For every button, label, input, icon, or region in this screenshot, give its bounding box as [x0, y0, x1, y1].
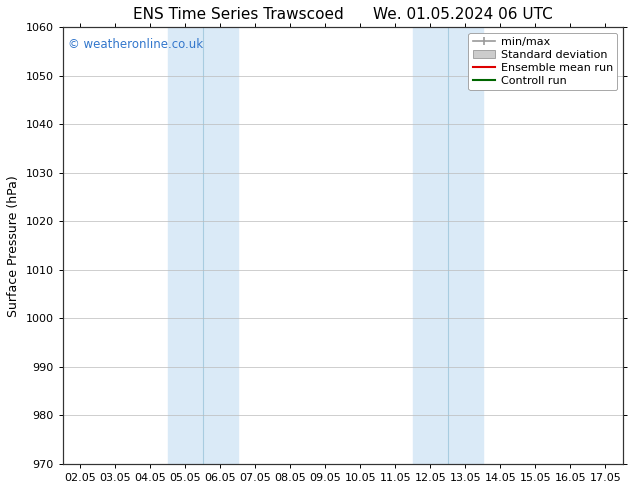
Text: © weatheronline.co.uk: © weatheronline.co.uk	[68, 38, 204, 51]
Legend: min/max, Standard deviation, Ensemble mean run, Controll run: min/max, Standard deviation, Ensemble me…	[469, 33, 618, 90]
Title: ENS Time Series Trawscoed      We. 01.05.2024 06 UTC: ENS Time Series Trawscoed We. 01.05.2024…	[133, 7, 553, 22]
Bar	[413, 27, 483, 464]
Y-axis label: Surface Pressure (hPa): Surface Pressure (hPa)	[7, 175, 20, 317]
Bar	[168, 27, 238, 464]
